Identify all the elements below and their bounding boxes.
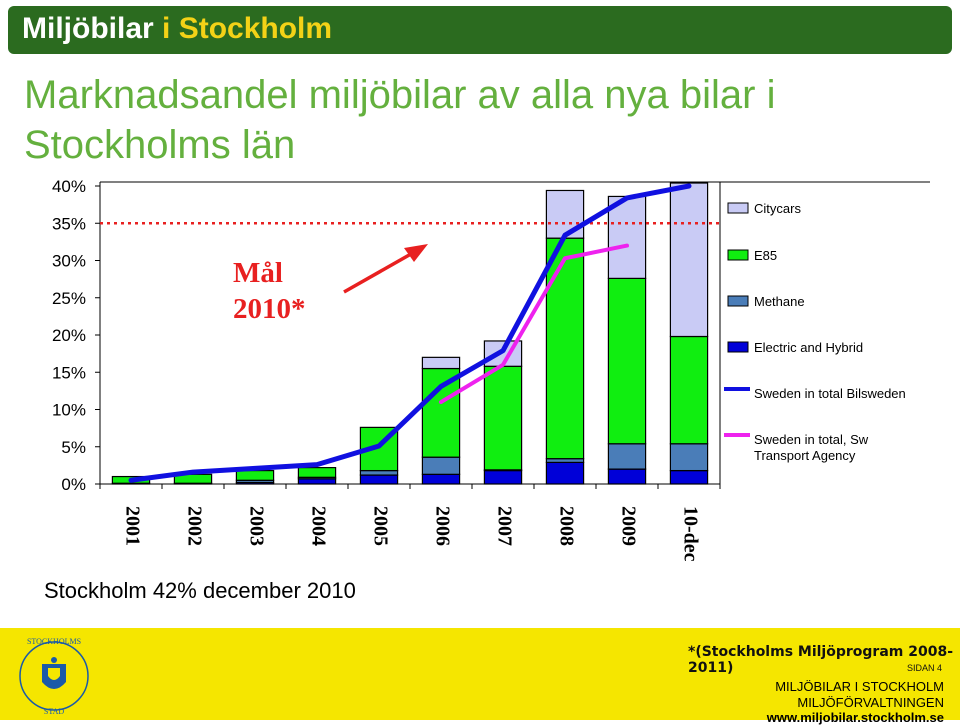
legend-swatch (727, 341, 749, 353)
y-tick-label: 0% (61, 475, 86, 494)
x-tick-label: 2005 (369, 506, 391, 546)
y-tick-label: 20% (52, 326, 86, 345)
y-tick-label: 30% (52, 252, 86, 271)
header-bar: Miljöbilar i Stockholm (0, 0, 960, 60)
header-title-word1: Miljöbilar (22, 12, 154, 45)
chart-legend: Citycars E85 Methane Electric and Hybrid Swe… (724, 201, 906, 463)
bar-segment-methane (421, 456, 461, 475)
y-tick-label: 15% (52, 363, 86, 382)
bar-segment-methane (359, 469, 399, 476)
bar-segment-e85 (545, 237, 585, 460)
x-tick-label: 2007 (493, 506, 515, 546)
legend-label: Sweden in total Bilsweden (754, 386, 906, 401)
y-tick-label: 25% (52, 289, 86, 308)
legend-label: Transport Agency (754, 448, 856, 463)
header-title-word2: i Stockholm (162, 12, 333, 45)
market-share-chart: 0% 5% 10% 15% 20% 25% 30% 35% 40% 2001 2002 2003 200… (52, 177, 930, 562)
bar-segment-methane (669, 443, 709, 472)
bar-segment-e85 (235, 469, 275, 481)
footer-program-note: *(Stockholms Miljöprogram 2008-2011) (688, 644, 954, 676)
x-tick-label: 2003 (245, 506, 267, 546)
x-tick-label: 2001 (121, 506, 143, 546)
x-tick-label: 10-dec (679, 506, 701, 562)
goal-label-line1: Mål (233, 257, 283, 289)
bar-segment-citycars (421, 356, 461, 370)
x-tick-label: 2002 (183, 506, 205, 546)
x-tick-label: 2009 (617, 506, 639, 546)
stockholm-stad-seal-icon: STOCKHOLMS STAD (19, 637, 89, 716)
x-tick-label: 2004 (307, 506, 329, 546)
footer-org-line1: MILJÖBILAR I STOCKHOLM (775, 679, 944, 694)
bar-segment-electric-and-hybrid (545, 461, 585, 485)
bar-segment-e85 (607, 277, 647, 445)
legend-label: Methane (754, 294, 805, 309)
header-title: Miljöbilar i Stockholm (22, 12, 332, 46)
bar-segment-electric-and-hybrid (607, 468, 647, 485)
y-tick-label: 40% (52, 177, 86, 196)
chart-lines-layer (128, 183, 692, 483)
legend-label: Sweden in total, Sw (754, 432, 869, 447)
legend-label: Electric and Hybrid (754, 340, 863, 355)
svg-text:STOCKHOLMS: STOCKHOLMS (27, 637, 81, 646)
chart-axis-layer: 0% 5% 10% 15% 20% 25% 30% 35% 40% 2001 2002 2003 200… (52, 177, 930, 562)
header-panel (8, 6, 952, 54)
footer-website-link[interactable]: www.miljobilar.stockholm.se (766, 710, 944, 725)
goal-label-line2: 2010* (233, 293, 306, 325)
slide-title: Marknadsandel miljöbilar av alla nya bil… (24, 73, 776, 167)
legend-swatch (727, 249, 749, 261)
bar-segment-electric-and-hybrid (483, 469, 523, 485)
bar-segment-citycars (545, 189, 585, 239)
bar-segment-e85 (483, 365, 523, 471)
footer-page-label: SIDAN 4 (906, 663, 942, 673)
y-tick-label: 10% (52, 401, 86, 420)
bar-segment-citycars (607, 195, 647, 279)
svg-text:STAD: STAD (44, 707, 64, 716)
footer-org-line2: MILJÖFÖRVALTNINGEN (797, 695, 944, 710)
x-tick-label: 2008 (555, 506, 577, 546)
legend-label: E85 (754, 248, 777, 263)
legend-swatch (727, 295, 749, 307)
chart-bars-layer (111, 182, 709, 485)
x-tick-label: 2006 (431, 506, 453, 546)
stockholm-note: Stockholm 42% december 2010 (44, 578, 356, 603)
bar-segment-electric-and-hybrid (421, 473, 461, 485)
legend-label: Citycars (754, 201, 801, 216)
y-tick-label: 35% (52, 214, 86, 233)
bar-segment-e85 (669, 335, 709, 445)
footer-band (0, 628, 960, 720)
legend-swatch (727, 202, 749, 214)
series-line-bilsweden (128, 183, 692, 483)
bar-segment-e85 (297, 467, 337, 478)
bar-segment-electric-and-hybrid (669, 469, 709, 485)
bar-segment-citycars (669, 182, 709, 338)
y-tick-label: 5% (61, 438, 86, 457)
bar-segment-electric-and-hybrid (297, 478, 337, 485)
bar-segment-electric-and-hybrid (359, 474, 399, 485)
series-line-transport-agency (439, 243, 629, 405)
bar-segment-methane (607, 443, 647, 470)
bar-segment-e85 (421, 367, 461, 458)
goal-arrow (343, 244, 428, 294)
